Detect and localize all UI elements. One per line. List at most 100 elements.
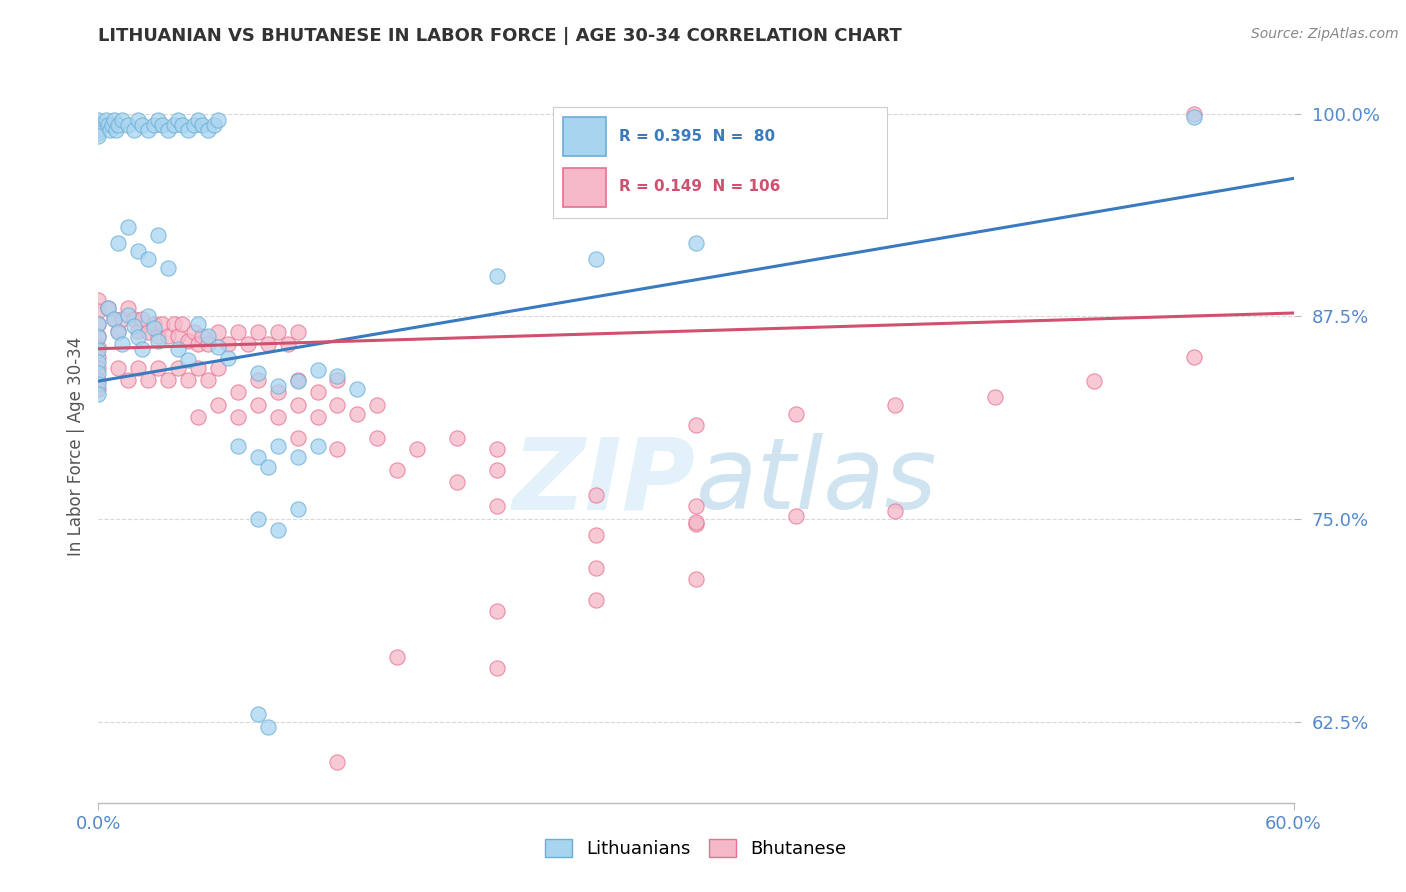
Point: [117, 308, 139, 322]
Point: [246, 706, 269, 721]
Point: [585, 528, 607, 542]
Point: [277, 336, 299, 351]
Point: [107, 326, 129, 340]
Point: [287, 326, 309, 340]
Point: [197, 372, 219, 386]
Point: [446, 431, 468, 445]
Point: [685, 236, 707, 251]
Point: [385, 463, 409, 477]
Point: [87, 343, 110, 358]
Point: [307, 363, 329, 377]
Point: [187, 318, 209, 332]
Point: [97, 118, 120, 132]
Point: [148, 113, 170, 128]
Point: [163, 318, 186, 332]
Text: atlas: atlas: [696, 434, 938, 530]
Point: [217, 351, 239, 366]
Point: [267, 409, 290, 424]
Point: [87, 350, 110, 364]
Point: [107, 361, 129, 376]
Point: [143, 320, 166, 334]
Point: [97, 301, 120, 315]
Point: [177, 353, 200, 368]
Point: [685, 417, 707, 432]
Point: [131, 118, 153, 132]
Point: [446, 475, 468, 489]
Point: [87, 366, 110, 380]
Point: [326, 756, 349, 770]
Point: [124, 312, 146, 326]
Point: [785, 508, 807, 523]
Point: [485, 442, 508, 457]
Point: [127, 324, 149, 338]
Point: [485, 499, 508, 513]
Point: [167, 113, 190, 128]
Point: [884, 399, 907, 413]
Point: [87, 361, 110, 376]
Point: [366, 431, 388, 445]
Point: [157, 372, 180, 386]
Point: [246, 372, 269, 386]
Point: [143, 118, 166, 132]
Point: [485, 268, 508, 283]
Point: [585, 593, 607, 607]
Point: [87, 293, 110, 307]
Point: [87, 113, 110, 128]
Point: [187, 361, 209, 376]
Point: [197, 122, 219, 136]
Point: [307, 439, 329, 453]
Point: [87, 340, 110, 354]
Point: [984, 390, 1007, 404]
Point: [148, 361, 170, 376]
Point: [136, 326, 159, 340]
Point: [585, 488, 607, 502]
Point: [148, 328, 170, 343]
Point: [307, 385, 329, 400]
Point: [187, 113, 209, 128]
Point: [207, 399, 229, 413]
Point: [111, 113, 134, 128]
Point: [207, 326, 229, 340]
Point: [103, 312, 125, 326]
Point: [267, 439, 290, 453]
Point: [87, 387, 110, 401]
Point: [107, 236, 129, 251]
Point: [685, 516, 707, 531]
Point: [287, 502, 309, 516]
Point: [236, 336, 259, 351]
Point: [485, 463, 508, 477]
Point: [87, 382, 110, 396]
Point: [172, 118, 194, 132]
Point: [87, 304, 110, 318]
Point: [256, 336, 278, 351]
Point: [287, 431, 309, 445]
Point: [107, 324, 129, 338]
Point: [136, 310, 159, 324]
Point: [87, 372, 110, 386]
Point: [157, 260, 180, 275]
Point: [96, 113, 118, 128]
Text: LITHUANIAN VS BHUTANESE IN LABOR FORCE | AGE 30-34 CORRELATION CHART: LITHUANIAN VS BHUTANESE IN LABOR FORCE |…: [98, 27, 903, 45]
Point: [87, 354, 110, 368]
Point: [884, 504, 907, 518]
Point: [97, 301, 120, 315]
Point: [197, 336, 219, 351]
Point: [167, 328, 190, 343]
Point: [246, 512, 269, 526]
Point: [105, 122, 128, 136]
Point: [163, 118, 186, 132]
Point: [157, 122, 180, 136]
Point: [87, 330, 110, 344]
Point: [124, 122, 146, 136]
Point: [346, 382, 368, 396]
Point: [107, 118, 129, 132]
Point: [226, 385, 249, 400]
Point: [226, 326, 249, 340]
Point: [366, 399, 388, 413]
Point: [326, 369, 349, 384]
Point: [87, 318, 110, 332]
Point: [217, 336, 239, 351]
Point: [226, 409, 249, 424]
Point: [111, 312, 134, 326]
Point: [256, 720, 278, 734]
